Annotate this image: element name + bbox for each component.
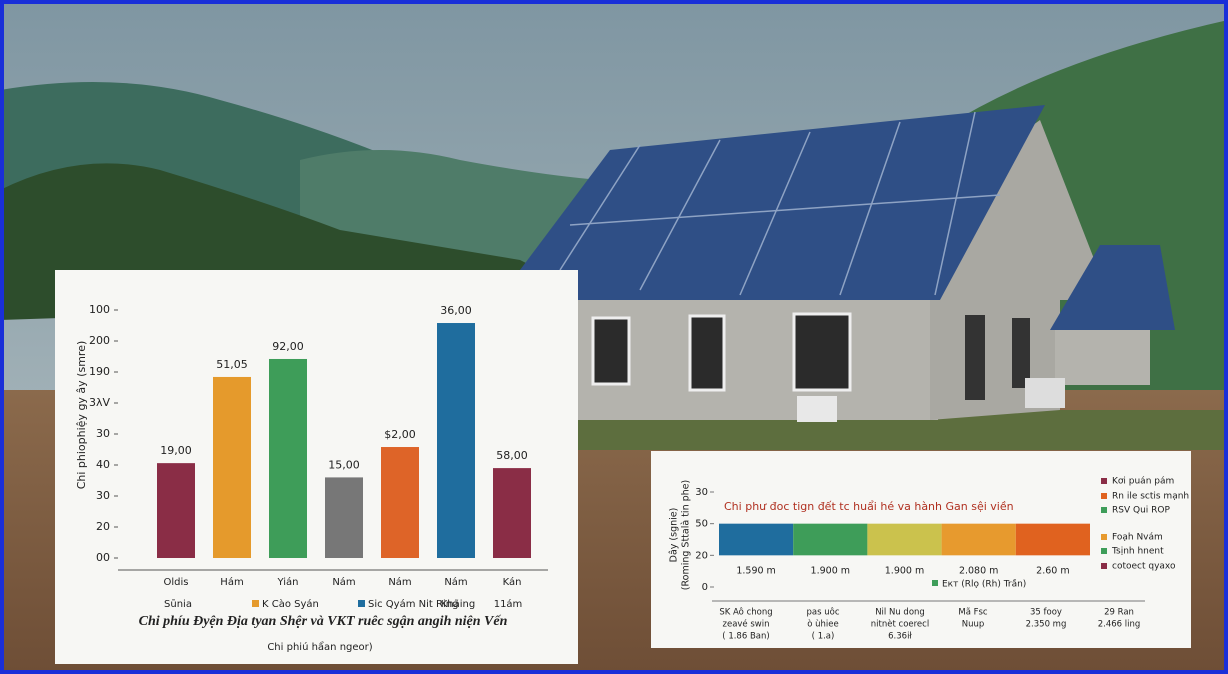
segment-label: 1.590 m xyxy=(736,566,775,577)
legend-entry: Rn ile sctis mạnh xyxy=(1112,492,1189,502)
bar xyxy=(157,463,195,558)
x-tick-label: pas uôc xyxy=(807,607,840,618)
segment-label: 1.900 m xyxy=(885,566,924,577)
x-tick-label: 6.36ił xyxy=(888,632,912,642)
x-tick-label: ò ùhiee xyxy=(807,619,839,630)
legend-swatch xyxy=(1101,548,1107,554)
data-label: 58,00 xyxy=(496,449,528,462)
legend-entry: Tsịnh hnent xyxy=(1111,547,1164,557)
x-tick-label: Mã Fsc xyxy=(958,608,988,618)
y-tick-label: 30 xyxy=(96,489,110,502)
segment xyxy=(793,523,868,556)
segment xyxy=(1015,523,1090,556)
bar xyxy=(493,468,531,558)
note-swatch xyxy=(932,580,938,586)
panel xyxy=(55,270,578,664)
x-tick-label: SK Aô chong xyxy=(719,607,772,618)
data-label: 15,00 xyxy=(328,458,360,471)
x-tick-label: Nuup xyxy=(962,620,985,630)
x-tick-label: ( 1.86 Ban) xyxy=(722,632,769,642)
y-tick-label: 100 xyxy=(89,303,110,316)
x-tick-label: ( 1.a) xyxy=(812,632,835,642)
legend-entry: 11ám xyxy=(494,598,523,610)
legend-swatch xyxy=(1101,563,1107,569)
x-tick-label: Nám xyxy=(444,576,467,588)
x-tick-label: 29 Ran xyxy=(1104,608,1134,618)
legend-entry: RSV Qui ROP xyxy=(1112,506,1170,516)
y-tick-label: 00 xyxy=(96,551,110,564)
bar xyxy=(213,376,251,558)
legend-entry: Kơi puán pám xyxy=(1112,477,1174,487)
y-tick-label: 3λV xyxy=(89,396,111,409)
chart-subtitle: Chi phiú hẩan ngeor) xyxy=(267,640,372,653)
x-tick-label: Oldis xyxy=(164,577,189,588)
x-tick-label: Nil Nu dong xyxy=(875,608,925,618)
legend-entry: Khãing xyxy=(441,599,476,610)
y-tick-label: 50 xyxy=(695,519,708,530)
x-tick-label: Hám xyxy=(220,576,243,588)
bar xyxy=(325,477,363,558)
legend-swatch xyxy=(252,600,259,607)
segment xyxy=(941,523,1016,556)
legend-entry: Foạh Nvám xyxy=(1112,533,1163,543)
legend-entry: Sūnia xyxy=(164,599,192,610)
chart-title: Chi phư đoc tign đết tc huẩi hé va hành … xyxy=(724,500,1014,513)
x-tick-label: 2.466 ling xyxy=(1098,620,1141,630)
segment-label: 1.900 m xyxy=(811,566,850,577)
y-tick-label: 190 xyxy=(89,365,110,378)
legend-swatch xyxy=(1101,534,1107,540)
data-label: 19,00 xyxy=(160,444,192,457)
legend-swatch xyxy=(358,600,365,607)
legend-entry: Sic Qyám Nit Ring xyxy=(368,598,458,610)
y-tick-label: 20 xyxy=(96,520,110,533)
x-tick-label: Yián xyxy=(277,576,299,588)
legend-entry: K Cào Syán xyxy=(262,598,319,610)
y-axis-title: Chi phiophiệy gy ây (smre) xyxy=(75,341,88,490)
legend-swatch xyxy=(1101,493,1107,499)
left-chart: Chi phiophiệy gy ây (smre) Chi phíu Đyện… xyxy=(55,270,578,664)
legend-swatch xyxy=(1101,478,1107,484)
legend-swatch xyxy=(1101,507,1107,513)
segment xyxy=(719,523,794,556)
y-tick-label: 0 xyxy=(702,582,708,593)
x-tick-label: Nám xyxy=(388,576,411,588)
segment xyxy=(867,523,942,556)
bar xyxy=(269,358,307,558)
y-axis-title: (Roming Sttalà tin phe) xyxy=(681,480,692,590)
bar xyxy=(437,323,475,558)
x-tick-label: zeavé swin xyxy=(723,619,770,630)
x-tick-label: Nám xyxy=(332,576,355,588)
x-tick-label: 2.350 mg xyxy=(1026,620,1067,630)
data-label: 51,05 xyxy=(216,358,248,371)
x-tick-label: Kán xyxy=(503,576,522,588)
data-label: 92,00 xyxy=(272,340,304,353)
segment-label: 2.080 m xyxy=(959,566,998,577)
chart-title: Chi phíu Đyện Địa tyan Shệr và VKT ruêc … xyxy=(139,614,508,629)
data-label: $2,00 xyxy=(384,428,416,441)
y-axis-title: Dây (sgnie) xyxy=(669,508,680,563)
y-tick-label: 30 xyxy=(695,487,708,498)
data-label: 36,00 xyxy=(440,304,472,317)
x-tick-label: nitnèt coerecl xyxy=(871,619,929,630)
legend-entry: cotoect qyaxo xyxy=(1112,562,1176,572)
y-tick-label: 30 xyxy=(96,427,110,440)
house xyxy=(520,105,1175,422)
right-chart: Dây (sgnie) (Roming Sttalà tin phe) Chi … xyxy=(651,451,1191,648)
segment-label: 2.60 m xyxy=(1036,566,1069,577)
y-tick-label: 40 xyxy=(96,458,110,471)
x-tick-label: 35 fooy xyxy=(1030,608,1062,618)
bar xyxy=(381,447,419,558)
note: Ект (Rlọ (Rh) Trần) xyxy=(942,579,1026,590)
y-tick-label: 200 xyxy=(89,334,110,347)
y-tick-label: 20 xyxy=(695,550,708,561)
